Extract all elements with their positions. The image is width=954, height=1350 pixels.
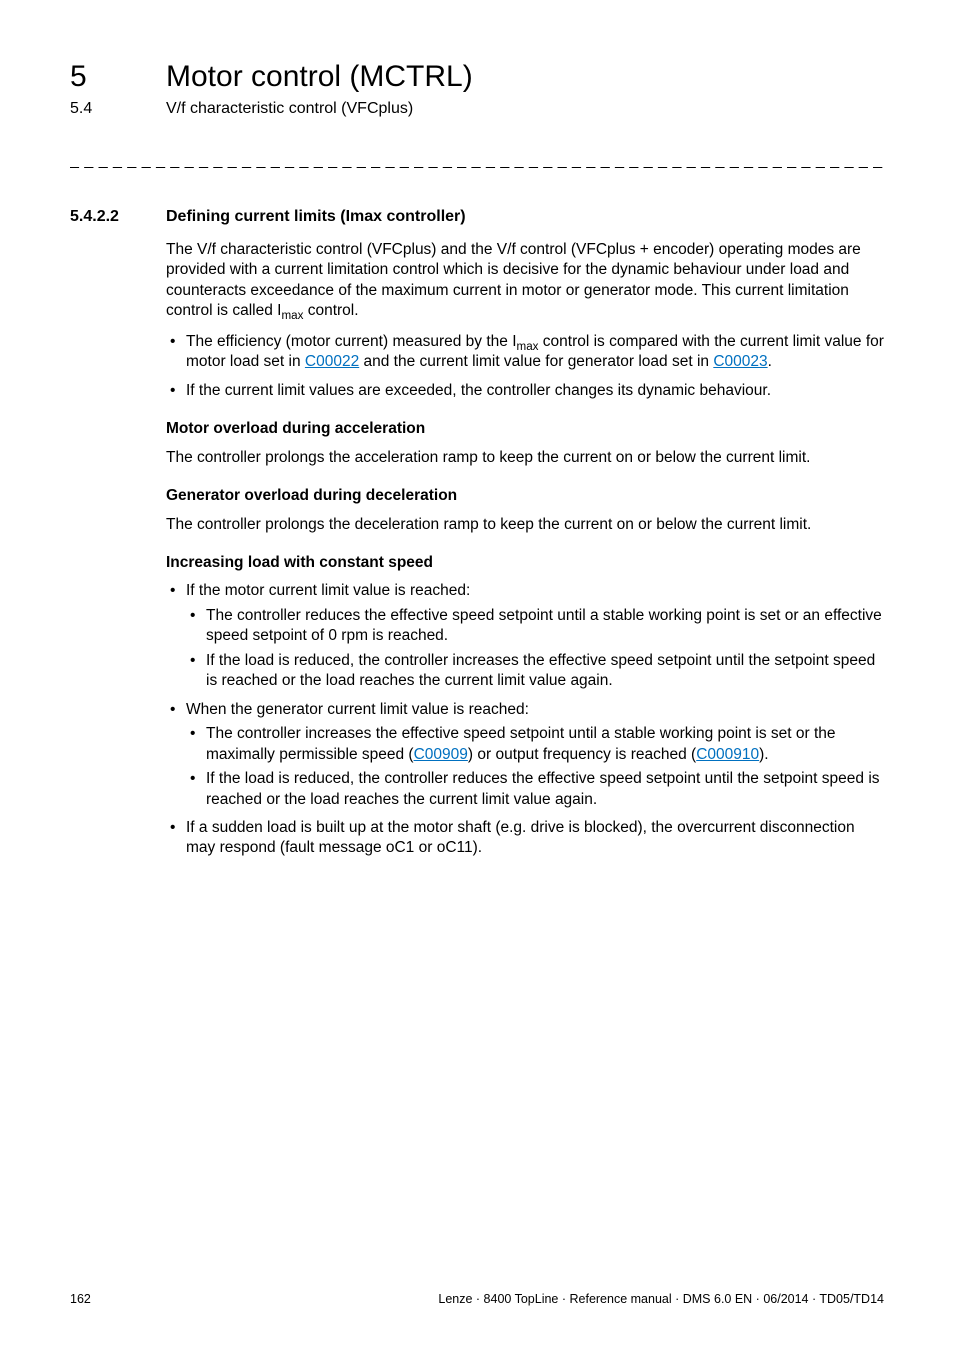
- inc-b1-s2: If the load is reduced, the controller i…: [186, 651, 884, 692]
- intro-b1-a: The efficiency (motor current) measured …: [186, 333, 517, 350]
- body-content: The V/f characteristic control (VFCplus)…: [166, 240, 884, 859]
- intro-bullet-1: The efficiency (motor current) measured …: [166, 332, 884, 373]
- page-number: 162: [70, 1292, 91, 1306]
- intro-text-a: The V/f characteristic control (VFCplus)…: [166, 241, 861, 319]
- page: 5 Motor control (MCTRL) 5.4 V/f characte…: [0, 0, 954, 1350]
- section-title: V/f characteristic control (VFCplus): [166, 100, 413, 118]
- inc-b2-s2: If the load is reduced, the controller r…: [186, 769, 884, 810]
- link-c00022[interactable]: C00022: [305, 353, 359, 370]
- inc-b1-s1: The controller reduces the effective spe…: [186, 606, 884, 647]
- link-c00023[interactable]: C00023: [713, 353, 767, 370]
- inc-b2-sublist: The controller increases the effective s…: [186, 724, 884, 810]
- page-footer: 162 Lenze · 8400 TopLine · Reference man…: [70, 1292, 884, 1306]
- intro-b1-c: and the current limit value for generato…: [359, 353, 713, 370]
- motor-overload-heading: Motor overload during acceleration: [166, 419, 884, 439]
- intro-bullet-list: The efficiency (motor current) measured …: [166, 332, 884, 401]
- intro-b1-d: .: [768, 353, 772, 370]
- intro-text-b: control.: [303, 302, 358, 319]
- subscript-max: max: [281, 309, 303, 322]
- inc-b2-s1: The controller increases the effective s…: [186, 724, 884, 765]
- subsection-heading: 5.4.2.2 Defining current limits (Imax co…: [70, 208, 884, 226]
- chapter-title: Motor control (MCTRL): [166, 60, 473, 94]
- inc-bullet-2: When the generator current limit value i…: [166, 700, 884, 810]
- inc-b2-text: When the generator current limit value i…: [186, 701, 529, 718]
- subscript-max: max: [517, 340, 539, 353]
- chapter-header: 5 Motor control (MCTRL): [70, 60, 884, 94]
- increasing-load-list: If the motor current limit value is reac…: [166, 581, 884, 858]
- subsection-number: 5.4.2.2: [70, 208, 166, 226]
- inc-b1-sublist: The controller reduces the effective spe…: [186, 606, 884, 692]
- generator-overload-heading: Generator overload during deceleration: [166, 486, 884, 506]
- intro-paragraph: The V/f characteristic control (VFCplus)…: [166, 240, 884, 322]
- link-c000910[interactable]: C000910: [696, 746, 759, 763]
- subsection-title: Defining current limits (Imax controller…: [166, 208, 466, 226]
- section-number: 5.4: [70, 100, 166, 118]
- section-header: 5.4 V/f characteristic control (VFCplus): [70, 100, 884, 118]
- motor-overload-text: The controller prolongs the acceleration…: [166, 448, 884, 468]
- inc-bullet-1: If the motor current limit value is reac…: [166, 581, 884, 691]
- chapter-number: 5: [70, 60, 166, 94]
- inc-b2-s1-c: ).: [759, 746, 768, 763]
- increasing-load-heading: Increasing load with constant speed: [166, 553, 884, 573]
- inc-bullet-3: If a sudden load is built up at the moto…: [166, 818, 884, 859]
- intro-bullet-2: If the current limit values are exceeded…: [166, 381, 884, 401]
- divider-dashes: _ _ _ _ _ _ _ _ _ _ _ _ _ _ _ _ _ _ _ _ …: [70, 152, 884, 170]
- generator-overload-text: The controller prolongs the deceleration…: [166, 515, 884, 535]
- inc-b2-s1-b: ) or output frequency is reached (: [468, 746, 696, 763]
- inc-b1-text: If the motor current limit value is reac…: [186, 582, 470, 599]
- link-c00909[interactable]: C00909: [414, 746, 468, 763]
- footer-imprint: Lenze · 8400 TopLine · Reference manual …: [438, 1292, 884, 1306]
